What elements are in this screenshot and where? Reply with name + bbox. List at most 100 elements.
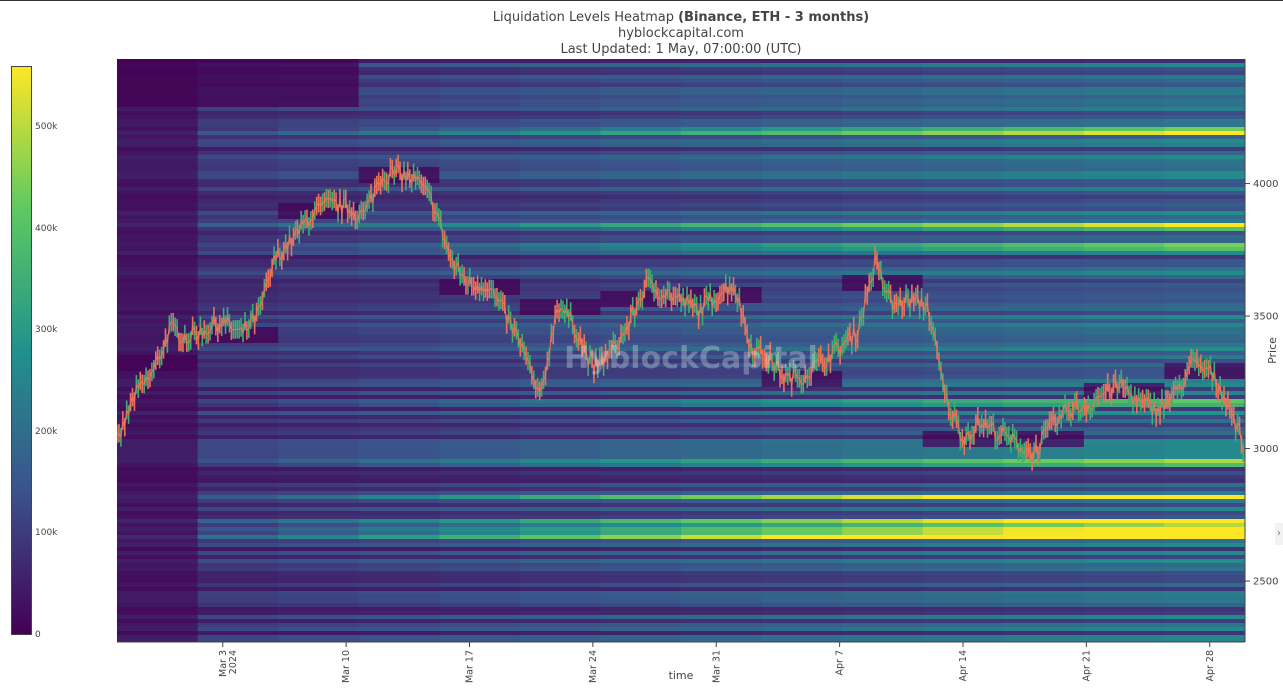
colorbar-tick-label: 400k bbox=[35, 223, 58, 234]
heatmap-band bbox=[117, 387, 199, 391]
heatmap-band bbox=[1003, 259, 1085, 263]
heatmap-band bbox=[1083, 259, 1166, 263]
heatmap-band bbox=[197, 231, 279, 235]
price-line-segment bbox=[337, 197, 341, 214]
price-line-segment bbox=[1151, 401, 1155, 416]
heatmap-band bbox=[117, 255, 199, 259]
heatmap-band bbox=[1083, 347, 1166, 351]
price-line-segment bbox=[1186, 365, 1190, 372]
heatmap-band bbox=[681, 451, 763, 455]
heatmap-band bbox=[1003, 319, 1085, 323]
price-line-segment bbox=[145, 376, 149, 381]
heatmap-band bbox=[922, 311, 1004, 315]
heatmap-band bbox=[1164, 491, 1245, 495]
heatmap-band bbox=[600, 603, 682, 607]
heatmap-band bbox=[519, 375, 602, 379]
heatmap-band bbox=[519, 107, 602, 111]
heatmap-band bbox=[600, 107, 682, 111]
price-line-segment bbox=[954, 411, 958, 419]
heatmap-band bbox=[922, 359, 1004, 363]
heatmap-band bbox=[1003, 99, 1085, 103]
price-line-segment bbox=[1085, 404, 1089, 414]
heatmap-band bbox=[922, 195, 1004, 199]
heatmap-band bbox=[761, 263, 843, 267]
heatmap-band bbox=[1164, 79, 1245, 83]
heatmap-band bbox=[842, 91, 924, 95]
heatmap-band bbox=[117, 619, 199, 623]
heatmap-band bbox=[197, 339, 279, 343]
heatmap-band bbox=[1003, 315, 1085, 319]
price-line-segment bbox=[333, 198, 337, 203]
heatmap-band bbox=[519, 251, 602, 255]
heatmap-band bbox=[439, 595, 521, 599]
heatmap-band bbox=[1164, 219, 1245, 223]
heatmap-band bbox=[922, 631, 1004, 635]
heatmap-band bbox=[681, 379, 763, 383]
heatmap-band bbox=[197, 603, 279, 607]
heatmap-band bbox=[439, 599, 521, 603]
heatmap-band bbox=[197, 547, 279, 551]
price-line-segment bbox=[246, 328, 250, 331]
heatmap-band bbox=[761, 623, 843, 627]
heatmap-band bbox=[761, 239, 843, 243]
heatmap-band bbox=[761, 215, 843, 219]
heatmap-band bbox=[358, 103, 440, 107]
heatmap-band bbox=[842, 135, 924, 139]
heatmap-band bbox=[117, 71, 199, 75]
price-line-segment bbox=[1184, 371, 1188, 379]
heatmap-band bbox=[922, 139, 1004, 143]
heatmap-band bbox=[519, 347, 602, 351]
heatmap-band bbox=[600, 459, 682, 463]
side-panel-handle[interactable]: › bbox=[1275, 523, 1283, 545]
heatmap-band bbox=[358, 415, 440, 419]
price-line-segment bbox=[1188, 358, 1192, 366]
price-line-segment bbox=[686, 295, 690, 304]
heatmap-band bbox=[1083, 239, 1166, 243]
heatmap-band bbox=[197, 103, 279, 107]
heatmap-band bbox=[761, 175, 843, 179]
price-line-segment bbox=[955, 418, 959, 425]
heatmap-band bbox=[681, 163, 763, 167]
heatmap-band bbox=[842, 559, 924, 563]
heatmap-band bbox=[1164, 187, 1245, 191]
price-line-segment bbox=[161, 349, 165, 357]
price-line-segment bbox=[252, 313, 256, 326]
heatmap-band bbox=[197, 127, 279, 131]
heatmap-band bbox=[358, 243, 440, 247]
heatmap-band bbox=[1083, 203, 1166, 207]
price-line-segment bbox=[525, 355, 529, 362]
price-line-segment bbox=[320, 202, 323, 207]
heatmap-band bbox=[842, 171, 924, 175]
heatmap-band bbox=[681, 79, 763, 83]
heatmap-band bbox=[681, 107, 763, 111]
heatmap-band bbox=[922, 179, 1004, 183]
heatmap-band bbox=[278, 75, 360, 79]
heatmap-band bbox=[278, 471, 360, 475]
heatmap-band bbox=[1083, 371, 1166, 375]
heatmap-band bbox=[922, 375, 1004, 379]
heatmap-band bbox=[1164, 515, 1245, 519]
price-line-segment bbox=[841, 343, 845, 347]
heatmap-band bbox=[117, 63, 199, 67]
heatmap-band bbox=[681, 483, 763, 487]
heatmap-band bbox=[358, 299, 440, 303]
heatmap-band bbox=[197, 427, 279, 431]
price-line-segment bbox=[583, 343, 587, 351]
heatmap-band bbox=[1003, 331, 1085, 335]
heatmap-band bbox=[1164, 315, 1245, 319]
heatmap-band bbox=[358, 619, 440, 623]
heatmap-band bbox=[600, 307, 682, 311]
heatmap-band bbox=[197, 583, 279, 587]
heatmap-band bbox=[842, 403, 924, 407]
heatmap-band bbox=[681, 387, 763, 391]
heatmap-band bbox=[1164, 475, 1245, 479]
heatmap-band bbox=[358, 191, 440, 195]
price-line-segment bbox=[903, 293, 907, 307]
heatmap-band bbox=[117, 539, 199, 543]
price-line-segment bbox=[843, 339, 847, 344]
heatmap-band bbox=[1164, 195, 1245, 199]
price-line-segment bbox=[940, 370, 944, 383]
price-line-segment bbox=[957, 424, 961, 442]
heatmap-band bbox=[1083, 619, 1166, 623]
